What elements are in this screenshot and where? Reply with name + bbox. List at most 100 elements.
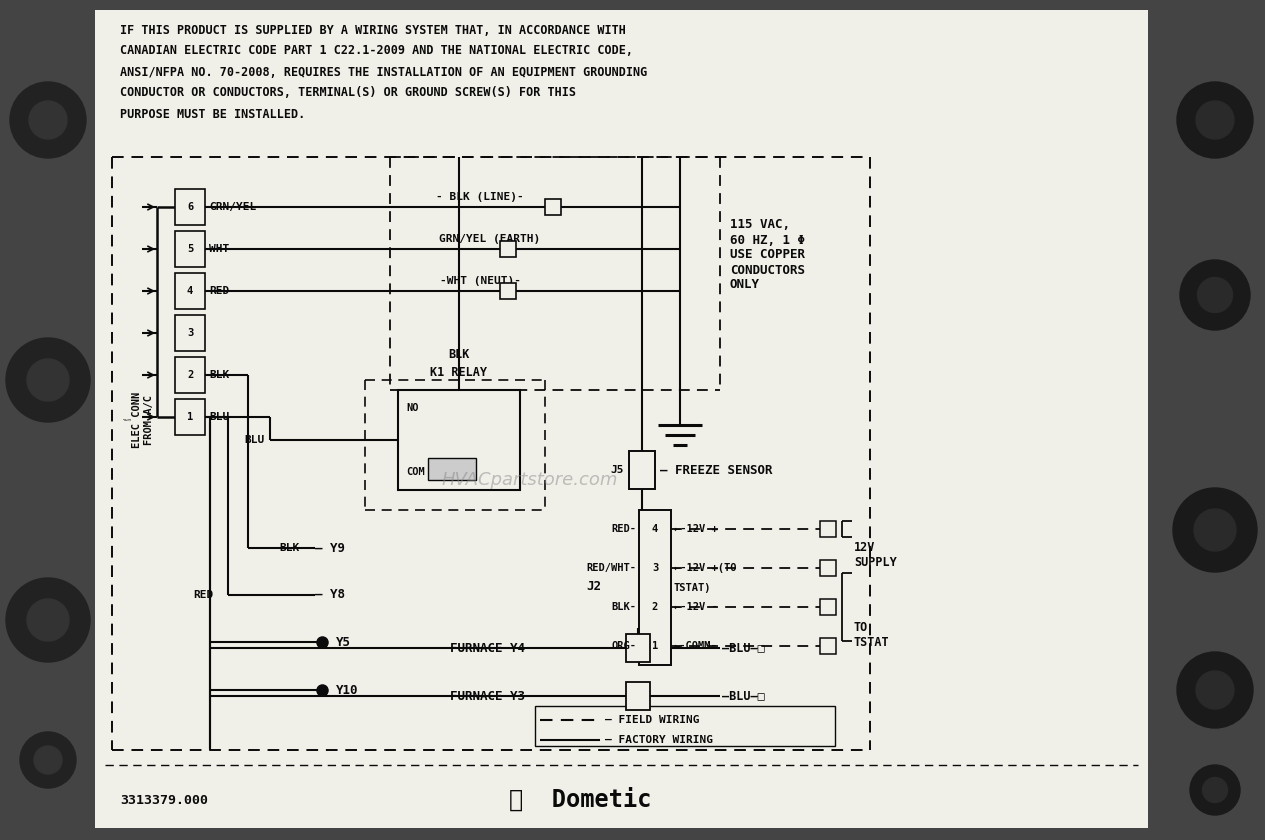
Text: IF THIS PRODUCT IS SUPPLIED BY A WIRING SYSTEM THAT, IN ACCORDANCE WITH: IF THIS PRODUCT IS SUPPLIED BY A WIRING … xyxy=(120,24,626,36)
Text: Ⓡ  Dometic: Ⓡ Dometic xyxy=(509,788,651,812)
Text: BLK: BLK xyxy=(209,370,229,380)
Text: Y5: Y5 xyxy=(336,636,350,648)
Text: FURNACE Y3: FURNACE Y3 xyxy=(450,690,525,702)
Text: ←-12V +: ←-12V + xyxy=(674,524,717,534)
Text: ANSI/NFPA NO. 70-2008, REQUIRES THE INSTALLATION OF AN EQUIPMENT GROUNDING: ANSI/NFPA NO. 70-2008, REQUIRES THE INST… xyxy=(120,66,648,78)
Bar xyxy=(175,357,205,393)
Bar xyxy=(639,510,670,665)
Bar xyxy=(0,0,1265,10)
Text: RED-: RED- xyxy=(611,524,636,534)
Text: -WHT (NEUT)-: -WHT (NEUT)- xyxy=(439,276,520,286)
Text: CANADIAN ELECTRIC CODE PART 1 C22.1-2009 AND THE NATIONAL ELECTRIC CODE,: CANADIAN ELECTRIC CODE PART 1 C22.1-2009… xyxy=(120,45,632,57)
Text: 2: 2 xyxy=(651,602,658,612)
Text: CONDUCTOR OR CONDUCTORS, TERMINAL(S) OR GROUND SCREW(S) FOR THIS: CONDUCTOR OR CONDUCTORS, TERMINAL(S) OR … xyxy=(120,87,576,99)
Text: 3: 3 xyxy=(651,563,658,573)
Text: GRN/YEL (EARTH): GRN/YEL (EARTH) xyxy=(439,234,540,244)
Bar xyxy=(175,189,205,225)
Text: BLU: BLU xyxy=(209,412,229,422)
Circle shape xyxy=(1173,488,1257,572)
Circle shape xyxy=(1203,778,1227,802)
Circle shape xyxy=(1194,509,1236,551)
Text: — Y8: — Y8 xyxy=(315,589,345,601)
Text: RED: RED xyxy=(209,286,229,296)
Circle shape xyxy=(20,732,76,788)
Text: BLK: BLK xyxy=(448,349,469,361)
Bar xyxy=(500,283,516,299)
Bar xyxy=(175,231,205,267)
Circle shape xyxy=(6,578,90,662)
Text: BLK-: BLK- xyxy=(611,602,636,612)
Bar xyxy=(545,199,560,215)
Bar xyxy=(820,522,836,538)
Text: 115 VAC,
60 HZ, 1 Φ
USE COPPER
CONDUCTORS
ONLY: 115 VAC, 60 HZ, 1 Φ USE COPPER CONDUCTOR… xyxy=(730,218,805,291)
Circle shape xyxy=(10,82,86,158)
Circle shape xyxy=(34,746,62,774)
Text: ←-12V +(TO: ←-12V +(TO xyxy=(674,563,736,573)
Text: J2: J2 xyxy=(587,580,601,594)
Bar xyxy=(175,399,205,435)
Text: RED/WHT-: RED/WHT- xyxy=(586,563,636,573)
Text: ELEC CONN
FROM A/C: ELEC CONN FROM A/C xyxy=(123,418,132,422)
Text: BLK: BLK xyxy=(280,543,300,553)
Bar xyxy=(626,634,650,662)
Text: NO: NO xyxy=(406,403,419,413)
Bar xyxy=(175,273,205,309)
Text: COM: COM xyxy=(406,467,425,477)
Bar xyxy=(820,599,836,615)
Bar xyxy=(0,0,95,840)
Circle shape xyxy=(29,101,67,139)
Text: 12V
SUPPLY: 12V SUPPLY xyxy=(854,541,897,569)
Text: FURNACE Y4: FURNACE Y4 xyxy=(450,642,525,654)
Bar xyxy=(428,458,476,480)
Circle shape xyxy=(1198,277,1232,312)
Text: BLU: BLU xyxy=(244,435,264,445)
Bar xyxy=(820,638,836,654)
Text: 6: 6 xyxy=(187,202,194,212)
Bar xyxy=(398,390,520,490)
Text: ←-12V -: ←-12V - xyxy=(674,602,717,612)
Text: ORG-: ORG- xyxy=(611,641,636,651)
Circle shape xyxy=(1176,652,1254,728)
Circle shape xyxy=(27,359,70,401)
Text: 3313379.000: 3313379.000 xyxy=(120,794,207,806)
Text: — FIELD WIRING: — FIELD WIRING xyxy=(605,715,700,725)
Circle shape xyxy=(6,338,90,422)
Text: - BLK (LINE)-: - BLK (LINE)- xyxy=(436,192,524,202)
Circle shape xyxy=(27,599,70,641)
Text: TO
TSTAT: TO TSTAT xyxy=(854,621,889,649)
Text: J5: J5 xyxy=(611,465,624,475)
Circle shape xyxy=(1195,671,1233,709)
Text: 4: 4 xyxy=(651,524,658,534)
Bar xyxy=(820,560,836,576)
Text: — Y9: — Y9 xyxy=(315,542,345,554)
Circle shape xyxy=(1180,260,1250,330)
Bar xyxy=(535,706,835,746)
Text: RED: RED xyxy=(192,590,213,600)
Text: —BLU—□: —BLU—□ xyxy=(722,690,765,702)
Bar xyxy=(175,315,205,351)
Text: 1: 1 xyxy=(187,412,194,422)
Text: GRN/YEL: GRN/YEL xyxy=(209,202,257,212)
Bar xyxy=(95,10,1149,828)
Text: — FREEZE SENSOR: — FREEZE SENSOR xyxy=(660,464,773,476)
Text: ELEC CONN
FROM A/C: ELEC CONN FROM A/C xyxy=(133,392,154,448)
Text: — FACTORY WIRING: — FACTORY WIRING xyxy=(605,735,713,745)
Bar xyxy=(629,451,655,489)
Bar xyxy=(1149,0,1265,840)
Text: WHT: WHT xyxy=(209,244,229,254)
Text: —BLU—□: —BLU—□ xyxy=(722,642,765,654)
Text: 4: 4 xyxy=(187,286,194,296)
Text: PURPOSE MUST BE INSTALLED.: PURPOSE MUST BE INSTALLED. xyxy=(120,108,305,120)
Bar xyxy=(500,241,516,257)
Text: 2: 2 xyxy=(187,370,194,380)
Circle shape xyxy=(1195,101,1233,139)
Text: HVACpartstore.com: HVACpartstore.com xyxy=(441,471,619,489)
Text: TSTAT): TSTAT) xyxy=(674,583,711,593)
Circle shape xyxy=(1176,82,1254,158)
Text: 1: 1 xyxy=(651,641,658,651)
Text: Y10: Y10 xyxy=(336,684,358,696)
Circle shape xyxy=(1190,765,1240,815)
Text: 5: 5 xyxy=(187,244,194,254)
Text: 3: 3 xyxy=(187,328,194,338)
Text: K1 RELAY: K1 RELAY xyxy=(430,365,487,379)
